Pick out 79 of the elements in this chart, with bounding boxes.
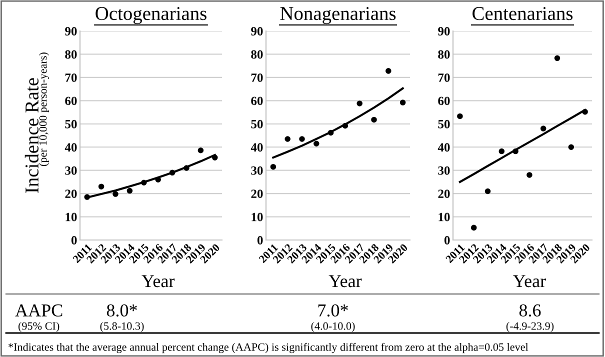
point — [400, 100, 406, 106]
point — [457, 113, 463, 120]
text: AAPC — [15, 304, 62, 317]
point — [342, 122, 348, 129]
point — [212, 154, 218, 160]
chart-title: Centenarians — [472, 7, 573, 20]
point — [84, 194, 90, 200]
y-tick-label: 50 — [65, 120, 77, 128]
chart-title: Octogenarians — [96, 7, 206, 24]
y-tick-label: 90 — [65, 27, 77, 36]
y-tick-label: 40 — [250, 143, 263, 152]
point — [484, 188, 491, 194]
text: 8.0* — [106, 304, 137, 317]
y-tick-label: 20 — [438, 190, 450, 198]
y-tick-label: 10 — [438, 212, 450, 222]
point — [284, 136, 290, 142]
point — [371, 116, 377, 123]
text: 7.0* — [318, 304, 348, 317]
chart-title: Nonagenarians — [280, 7, 396, 24]
point — [314, 140, 320, 147]
point — [568, 144, 574, 150]
text: (4.0-10.0) — [311, 322, 355, 332]
y-tick-label: 80 — [438, 50, 450, 59]
point — [126, 188, 133, 194]
y-tick-label: 70 — [438, 73, 450, 82]
y-tick-label: 30 — [438, 166, 450, 175]
y-tick-label: 70 — [251, 73, 263, 82]
point — [386, 68, 392, 74]
point — [198, 147, 204, 154]
y-tick-label: 40 — [64, 143, 77, 152]
y-tick-label: 10 — [252, 212, 263, 222]
y-tick-label: 60 — [438, 96, 450, 106]
y-tick-label: 0 — [71, 236, 77, 244]
y-tick-label: 90 — [251, 27, 263, 36]
x-axis-title: Year — [142, 275, 175, 288]
y-tick-label: 20 — [65, 190, 77, 198]
point — [582, 108, 588, 115]
text: *Indicates that the average annual percent change (AAPC) is significantly different from zero at the alpha=0.05 level — [8, 342, 528, 354]
y-tick-label: 30 — [251, 166, 263, 175]
point — [328, 130, 334, 136]
text: (-4.9-23.9) — [506, 322, 554, 332]
y-tick-label: 0 — [257, 236, 263, 244]
y-axis-title: Incidence Rate — [24, 78, 39, 193]
point — [526, 172, 532, 178]
point — [356, 100, 362, 106]
x-axis-title: Year — [328, 275, 362, 288]
x-axis-title: Year — [513, 275, 546, 288]
y-tick-label: 80 — [65, 50, 77, 59]
y-tick-label: 60 — [65, 96, 77, 106]
point — [112, 191, 118, 197]
point — [299, 136, 305, 142]
text: 8.6 — [519, 304, 541, 317]
line-series — [272, 87, 404, 159]
point — [554, 55, 560, 62]
point — [184, 165, 190, 171]
y-tick-label: 10 — [66, 212, 77, 222]
text: (95% CI) — [18, 322, 60, 332]
y-tick-label: 90 — [438, 27, 450, 36]
point — [540, 126, 546, 132]
y-tick-label: 60 — [251, 96, 263, 106]
y-tick-label: 30 — [65, 166, 77, 175]
y-tick-label: 70 — [65, 73, 77, 82]
point — [169, 170, 176, 176]
point — [98, 184, 104, 190]
text: (per 10,000 person-years) — [38, 52, 50, 166]
point — [155, 176, 161, 183]
point — [270, 164, 276, 170]
y-tick-label: 20 — [251, 190, 263, 198]
point — [498, 148, 505, 154]
text: (5.8-10.3) — [100, 322, 144, 332]
y-tick-label: 40 — [438, 143, 450, 152]
y-tick-label: 50 — [438, 120, 450, 128]
y-tick-label: 0 — [444, 236, 450, 244]
point — [512, 148, 518, 154]
line-series — [458, 108, 586, 183]
y-tick-label: 50 — [251, 120, 263, 128]
point — [470, 224, 477, 231]
point — [141, 180, 147, 186]
y-tick-label: 80 — [251, 50, 263, 59]
